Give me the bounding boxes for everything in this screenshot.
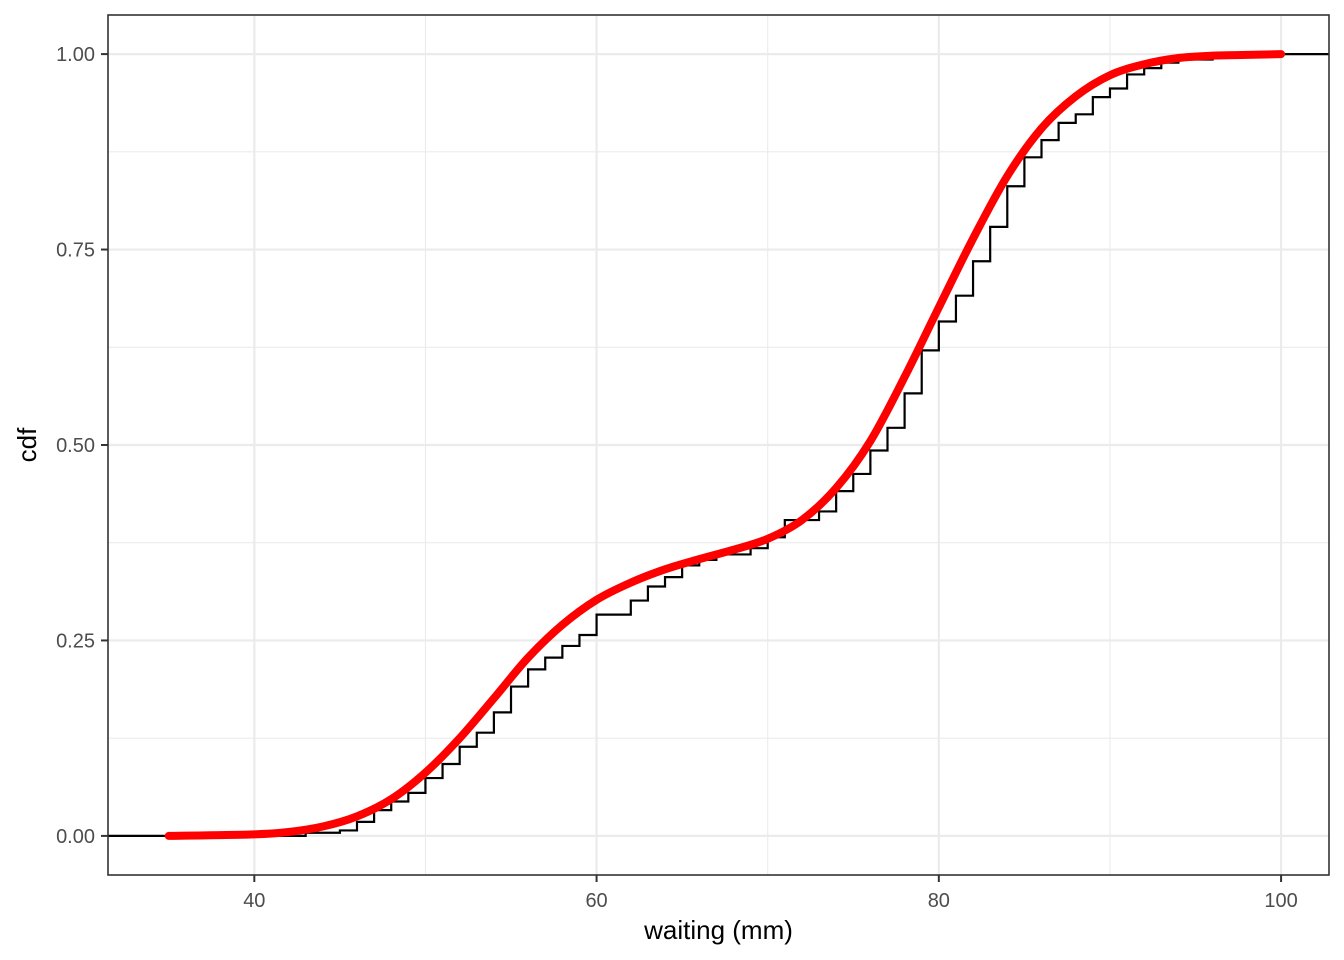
y-tick-label: 0.75: [56, 240, 95, 262]
y-axis-title: cdf: [12, 427, 42, 462]
x-tick-label: 80: [928, 890, 950, 912]
x-tick-label: 100: [1264, 890, 1297, 912]
x-tick-label: 40: [243, 890, 265, 912]
fitted-cdf-curve: [164, 50, 1286, 840]
minor-gridlines: [108, 15, 1329, 875]
x-axis-title: waiting (mm): [643, 915, 793, 945]
y-tick-label: 0.25: [56, 630, 95, 652]
y-tick-label: 0.00: [56, 826, 95, 848]
axis-tick-labels: 40 60 80 100 0.00 0.25 0.50 0.75 1.00: [56, 44, 1298, 912]
axis-ticks: [101, 53, 1283, 882]
y-tick-label: 0.50: [56, 435, 95, 457]
major-gridlines: [108, 15, 1329, 875]
series-layer: [107, 50, 1329, 840]
y-tick-label: 1.00: [56, 44, 95, 66]
x-tick-label: 60: [585, 890, 607, 912]
